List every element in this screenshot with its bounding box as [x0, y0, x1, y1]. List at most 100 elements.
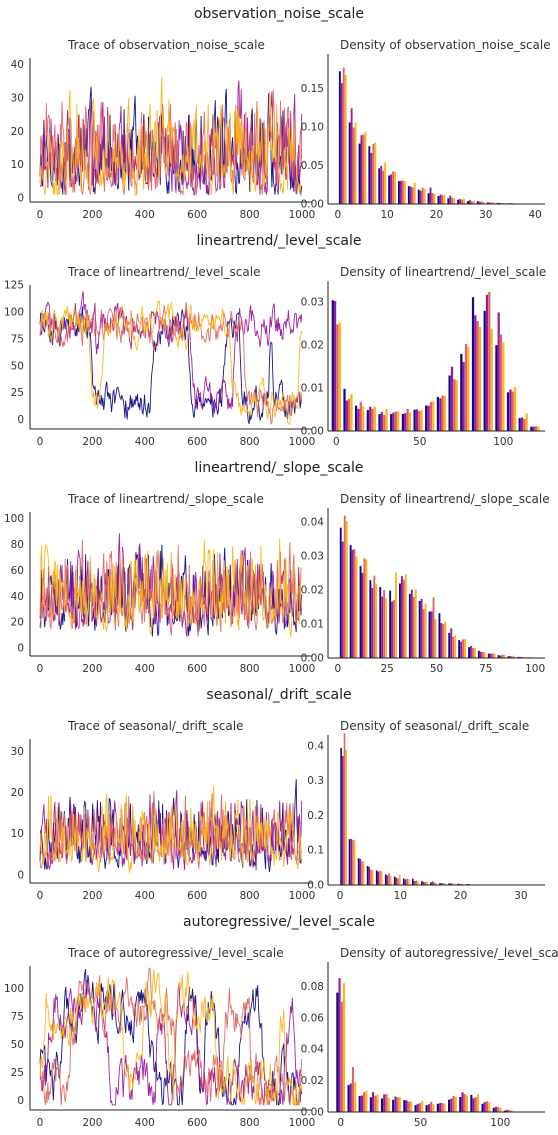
density-y-tick: 0.05: [301, 160, 324, 172]
density-bar: [468, 647, 470, 658]
trace-x-tick: 1000: [289, 663, 316, 675]
density-bar: [430, 188, 432, 205]
density-bar: [480, 652, 482, 658]
density-bar: [488, 292, 490, 431]
trace-y-tick: 25: [11, 387, 24, 399]
density-bar: [467, 347, 469, 431]
density-bar: [457, 200, 459, 204]
density-y-tick: 0.1: [307, 845, 324, 857]
density-bar: [398, 181, 400, 204]
trace-y-tick: 20: [11, 126, 24, 138]
density-bar: [530, 427, 532, 431]
density-bar: [361, 861, 363, 885]
density-bar: [408, 186, 410, 204]
density-bar: [458, 640, 460, 658]
density-bar: [410, 187, 412, 204]
density-bar: [359, 1096, 361, 1112]
density-bar: [345, 750, 347, 885]
density-bar: [430, 1102, 432, 1112]
density-bar: [369, 407, 371, 431]
density-bar: [346, 401, 348, 432]
density-x-tick: 25: [380, 663, 393, 675]
density-x-tick: 30: [514, 890, 527, 902]
density-bar: [390, 174, 392, 204]
density-bar: [363, 861, 365, 885]
density-bar: [466, 1096, 468, 1113]
density-bar: [453, 1096, 455, 1112]
density-bar: [397, 878, 399, 885]
density-bar: [357, 409, 359, 431]
trace-y-tick: 40: [11, 591, 24, 603]
density-bar: [354, 1082, 356, 1112]
density-bar: [469, 200, 471, 204]
density-bar: [473, 1098, 475, 1112]
density-bar: [447, 198, 449, 204]
density-bar: [342, 542, 344, 658]
density-bar: [373, 576, 375, 658]
density-x-tick: 20: [430, 209, 443, 221]
density-bar: [376, 870, 378, 885]
density-bar: [426, 1105, 428, 1112]
density-plot: [336, 978, 512, 1112]
density-y-tick: 0.00: [301, 199, 324, 211]
density-bar: [435, 619, 437, 658]
density-bar: [372, 144, 374, 204]
density-bar: [463, 362, 465, 431]
density-bar: [426, 881, 428, 885]
density-bar: [395, 573, 397, 658]
density-x-tick: 0: [333, 436, 340, 448]
trace-x-tick: 200: [82, 1117, 102, 1129]
density-bar: [492, 654, 494, 659]
density-bar: [472, 648, 474, 658]
trace-x-tick: 400: [135, 1117, 155, 1129]
density-bar: [444, 622, 446, 658]
density-bar: [414, 183, 416, 204]
density-bar: [461, 1092, 463, 1112]
density-bar: [374, 143, 376, 204]
density-bar: [434, 194, 436, 204]
density-bar: [352, 1067, 354, 1112]
density-bar: [460, 642, 462, 658]
trace-x-tick: 600: [187, 1117, 207, 1129]
density-y-tick: 0.15: [301, 83, 324, 95]
density-bar: [432, 1104, 434, 1112]
density-bar: [420, 191, 422, 204]
density-bar: [514, 387, 516, 431]
density-bar: [464, 639, 466, 658]
trace-x-tick: 200: [82, 209, 102, 221]
density-y-tick: 0.4: [307, 740, 324, 752]
density-bar: [336, 325, 338, 432]
density-x-tick: 50: [413, 436, 426, 448]
density-bar: [369, 580, 371, 658]
density-bar: [450, 1099, 452, 1112]
density-bar: [440, 195, 442, 204]
density-bar: [340, 528, 342, 658]
density-bar: [351, 108, 353, 204]
density-bar: [417, 881, 419, 885]
density-x-tick: 30: [479, 209, 492, 221]
trace-x-tick: 800: [240, 890, 260, 902]
trace-x-tick: 400: [135, 209, 155, 221]
density-bar: [459, 1097, 461, 1112]
trace-y-tick: 50: [11, 1039, 24, 1051]
density-y-tick: 0.03: [301, 551, 324, 563]
density-bar: [362, 406, 364, 431]
density-bar: [401, 576, 403, 658]
density-bar: [350, 1084, 352, 1113]
trace-y-tick: 20: [11, 617, 24, 629]
density-bar: [352, 550, 354, 658]
density-bar: [394, 877, 396, 885]
density-bar: [474, 315, 476, 431]
density-bar: [350, 839, 352, 885]
density-bar: [415, 881, 417, 885]
trace-y-tick: 75: [11, 333, 24, 345]
density-bar: [470, 646, 472, 658]
trace-y-tick: 0: [17, 643, 24, 655]
trace-y-tick: 60: [11, 565, 24, 577]
density-x-tick: 100: [525, 663, 545, 675]
density-bar: [393, 600, 395, 658]
density-bar: [535, 426, 537, 431]
density-bar: [362, 573, 364, 658]
